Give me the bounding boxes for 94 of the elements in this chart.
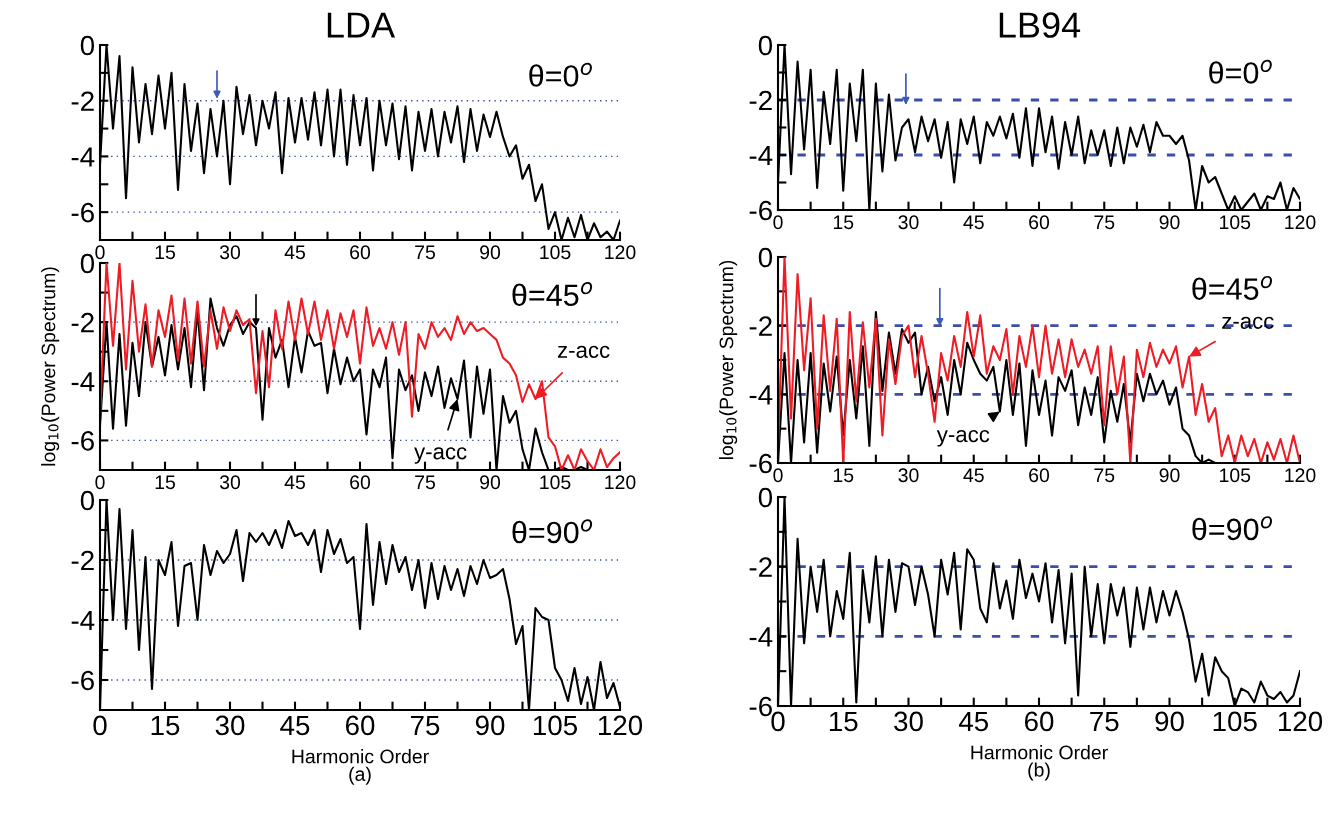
line-series <box>778 257 1300 463</box>
x-tick-label: 30 <box>215 715 245 736</box>
x-tick-label: 0 <box>773 215 783 230</box>
y-tick-label: -4 <box>749 627 773 647</box>
y-tick-label: -4 <box>749 145 773 166</box>
x-tick-label: 45 <box>284 245 305 260</box>
x-tick-label: 30 <box>894 711 923 732</box>
y-tick-label: -2 <box>749 557 772 577</box>
x-tick-label: 15 <box>155 475 175 490</box>
x-tick-label: 120 <box>605 475 636 490</box>
y-tick-label: -2 <box>71 91 94 111</box>
x-tick-label: 0 <box>95 475 105 490</box>
x-tick-label: 120 <box>598 715 643 736</box>
y-tick-label: 0 <box>758 35 773 56</box>
y-tick-label: 0 <box>80 35 95 56</box>
x-tick-label: 30 <box>898 215 919 230</box>
x-tick-label: 75 <box>1094 468 1115 483</box>
x-tick-label: 30 <box>898 468 919 483</box>
annotation: θ=90$^{o}$ <box>512 519 593 544</box>
y-axis-title: log$_{10}$(Power Spectrum) <box>719 260 738 460</box>
x-tick-label: 120 <box>1278 711 1323 732</box>
x-axis-title: Harmonic Order <box>292 749 429 764</box>
x-tick-label: 90 <box>475 715 505 736</box>
x-tick-label: 120 <box>1285 468 1316 483</box>
series-label: z-acc <box>1222 316 1274 329</box>
x-tick-label: 45 <box>280 715 310 736</box>
x-tick-label: 90 <box>480 475 501 490</box>
x-tick-label: 75 <box>415 475 435 490</box>
y-tick-label: -6 <box>71 670 94 691</box>
x-tick-label: 45 <box>963 468 984 483</box>
x-tick-label: 60 <box>350 245 371 260</box>
x-tick-label: 75 <box>1090 711 1119 732</box>
x-tick-label: 90 <box>1155 711 1184 732</box>
y-tick-label: -2 <box>71 550 94 571</box>
legend-label: y-acc <box>414 447 467 464</box>
series-label: z-acc <box>557 345 610 358</box>
x-tick-label: 60 <box>345 715 375 736</box>
x-tick-label: 15 <box>833 468 854 483</box>
x-tick-label: 45 <box>963 215 984 230</box>
x-tick-label: 45 <box>284 475 305 490</box>
y-tick-label: -2 <box>749 316 772 336</box>
legend-label: y-acc <box>936 430 990 447</box>
y-tick-label: -6 <box>749 200 772 221</box>
x-tick-label: 105 <box>540 245 571 260</box>
annotation: θ=45$^{o}$ <box>1192 275 1273 300</box>
x-tick-label: 30 <box>219 245 241 260</box>
y-tick-label: -4 <box>71 147 95 167</box>
y-tick-label: -6 <box>749 696 772 717</box>
x-tick-label: 105 <box>1220 215 1251 230</box>
y-tick-label: -6 <box>71 202 94 223</box>
x-tick-label: 105 <box>1220 468 1251 483</box>
y-tick-label: -2 <box>71 312 94 333</box>
y-axis-title: log$_{10}$(Power Spectrum) <box>41 267 60 466</box>
x-tick-label: 60 <box>1029 215 1050 230</box>
text: (b) <box>1028 762 1050 781</box>
x-tick-label: 120 <box>605 245 636 260</box>
y-tick-label: -4 <box>71 372 95 392</box>
x-tick-label: 0 <box>95 245 105 260</box>
x-tick-label: 120 <box>1285 215 1316 230</box>
y-tick-label: -2 <box>749 90 772 111</box>
x-tick-label: 15 <box>833 215 854 230</box>
x-tick-label: 75 <box>410 715 440 736</box>
annotation: θ=0$^{o}$ <box>529 62 592 87</box>
x-tick-label: 0 <box>773 468 783 483</box>
x-tick-label: 30 <box>219 475 241 490</box>
x-tick-label: 60 <box>1024 711 1054 732</box>
annotation: θ=0$^{o}$ <box>1209 59 1272 84</box>
annotation: θ=45$^{o}$ <box>512 282 593 306</box>
x-tick-label: 60 <box>1029 468 1050 483</box>
y-tick-label: -6 <box>71 431 94 451</box>
x-tick-label: 60 <box>350 475 371 490</box>
y-tick-label: -6 <box>749 453 772 474</box>
x-tick-label: 105 <box>533 715 578 736</box>
x-tick-label: 105 <box>1213 711 1257 732</box>
chart-title: LB94 <box>999 12 1081 38</box>
x-tick-label: 15 <box>151 715 180 736</box>
x-tick-label: 15 <box>829 711 858 732</box>
line-series <box>100 263 620 470</box>
chart-title: LDA <box>327 12 396 38</box>
x-tick-label: 75 <box>415 245 435 260</box>
y-tick-label: -4 <box>749 385 773 405</box>
text: (a) <box>349 766 371 785</box>
x-tick-label: 45 <box>958 711 989 732</box>
y-tick-label: -4 <box>71 610 95 631</box>
y-tick-label: 0 <box>80 490 95 511</box>
x-tick-label: 90 <box>480 245 501 260</box>
x-tick-label: 15 <box>155 245 175 260</box>
x-tick-label: 90 <box>1159 215 1180 230</box>
x-axis-title: Harmonic Order <box>971 745 1108 760</box>
x-tick-label: 75 <box>1094 215 1115 230</box>
annotation: θ=90$^{o}$ <box>1192 516 1273 541</box>
line-series <box>100 45 620 240</box>
x-tick-label: 105 <box>540 475 571 490</box>
x-tick-label: 90 <box>1159 468 1180 483</box>
